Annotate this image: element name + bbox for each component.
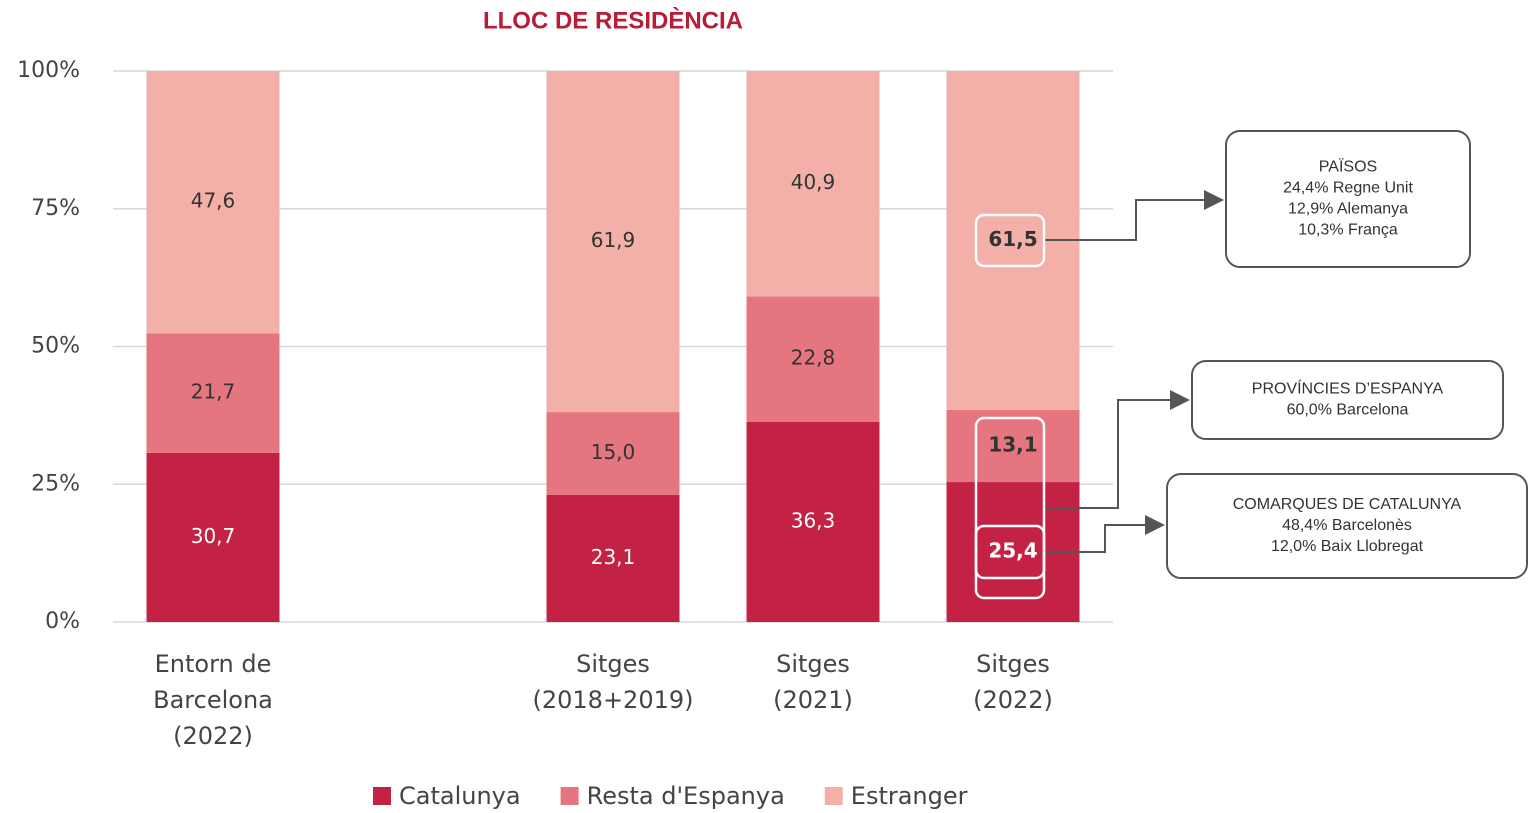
- bar-segment: [146, 452, 280, 622]
- highlight-box: [974, 524, 1046, 600]
- callout-text: PAÏSOS: [1319, 158, 1377, 176]
- data-label: 30,7: [191, 524, 236, 548]
- callout: PROVÍNCIES D’ESPANYA 60,0% Barcelona: [1191, 360, 1504, 440]
- callout-text: 12,9% Alemanya: [1288, 201, 1408, 218]
- legend-swatch: [824, 787, 843, 805]
- y-tick-label: 0%: [45, 609, 80, 634]
- x-tick-label: Entorn de: [155, 650, 272, 678]
- data-label: 61,9: [591, 228, 636, 252]
- x-tick-label: (2022): [973, 686, 1053, 714]
- callout-text: PROVÍNCIES D’ESPANYA: [1252, 379, 1444, 398]
- chart-title: LLOC DE RESIDÈNCIA: [483, 6, 743, 34]
- data-label: 23,1: [591, 545, 636, 569]
- callout-box: [1191, 360, 1504, 440]
- bar-segment: [546, 494, 680, 622]
- data-label: 13,1: [988, 432, 1037, 456]
- bar-segment: [546, 71, 680, 413]
- bar-segment: [146, 71, 280, 334]
- highlight-box: [974, 416, 1046, 580]
- x-tick-label: Sitges: [576, 650, 650, 678]
- x-tick-label: (2018+2019): [533, 686, 694, 714]
- callout-box: [1225, 130, 1471, 268]
- legend-label: Estranger: [851, 782, 968, 810]
- y-tick-label: 100%: [17, 58, 80, 83]
- x-tick-label: (2022): [173, 722, 253, 750]
- bar-segment: [746, 296, 880, 422]
- x-tick-label: Sitges: [776, 650, 850, 678]
- data-label: 15,0: [591, 440, 636, 464]
- callout-text: 12,0% Baix Llobregat: [1271, 538, 1424, 555]
- bar-segment: [146, 333, 280, 453]
- highlight-box: [974, 213, 1046, 268]
- data-label: 61,5: [988, 227, 1037, 251]
- legend-swatch: [373, 787, 391, 805]
- connectors: [1044, 190, 1224, 553]
- y-tick-label: 50%: [31, 334, 80, 359]
- data-label: 47,6: [191, 189, 236, 213]
- data-label: 36,3: [791, 508, 836, 532]
- data-label: 25,4: [988, 539, 1037, 563]
- data-label: 22,8: [791, 346, 836, 370]
- callout: PAÏSOS 24,4% Regne Unit 12,9% Alemanya 10,3…: [1225, 130, 1471, 268]
- callout-text: 48,4% Barcelonès: [1282, 517, 1412, 534]
- bar-segment: [946, 409, 1080, 483]
- x-tick-label: (2021): [773, 686, 853, 714]
- bar-segment: [746, 421, 880, 622]
- legend-label: Resta d'Espanya: [587, 782, 785, 810]
- data-label: 40,9: [791, 170, 836, 194]
- callout-box: [1166, 473, 1528, 579]
- data-label: 21,7: [191, 380, 236, 404]
- legend-label: Catalunya: [399, 782, 521, 810]
- legend-swatch: [560, 787, 579, 805]
- callout-text: 60,0% Barcelona: [1287, 402, 1409, 419]
- x-tick-label: Barcelona: [153, 686, 273, 714]
- bar-segment: [546, 412, 680, 495]
- callout-text: 10,3% França: [1298, 222, 1398, 239]
- callout-text: 24,4% Regne Unit: [1283, 180, 1413, 197]
- callout: COMARQUES DE CATALUNYA 48,4% Barcelonès 12…: [1166, 473, 1528, 579]
- bar-segment: [746, 71, 880, 297]
- y-tick-label: 25%: [31, 471, 80, 496]
- callout-text: COMARQUES DE CATALUNYA: [1233, 496, 1462, 513]
- y-tick-label: 75%: [31, 196, 80, 221]
- x-tick-label: Sitges: [976, 650, 1050, 678]
